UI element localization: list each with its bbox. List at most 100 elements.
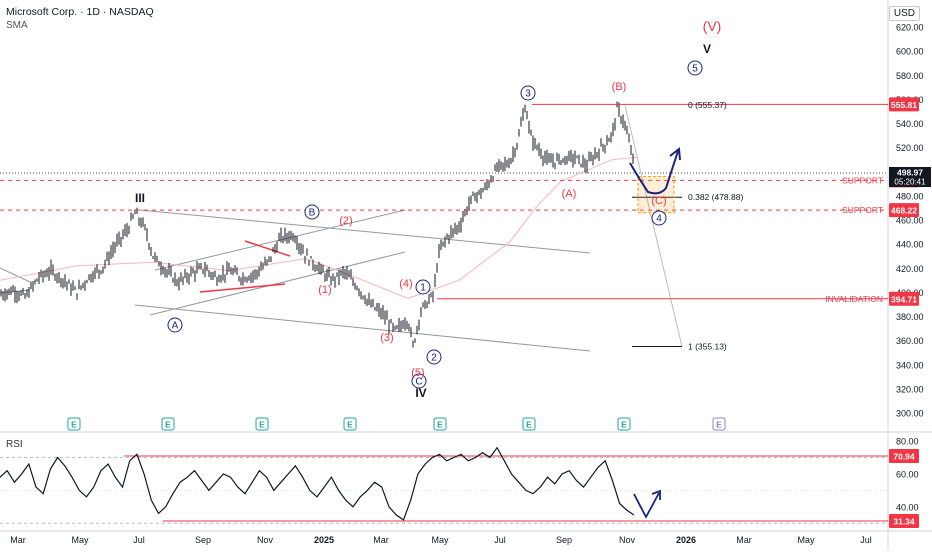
wave-label-c-circle — [411, 373, 427, 389]
last-price-value: 498.97 — [897, 167, 923, 177]
x-tick-label: 2026 — [676, 535, 696, 545]
wave-label-red: (4) — [399, 278, 412, 290]
earnings-marker — [255, 417, 269, 431]
earnings-marker-label: E — [71, 420, 77, 430]
fib-label: 1 (355.13) — [688, 341, 727, 351]
wave-label-3-circle — [520, 85, 536, 101]
y-tick-label: 300.00 — [896, 409, 924, 419]
y-tick-label: 340.00 — [896, 360, 924, 370]
rsi-level-badge-label: 31.34 — [893, 517, 915, 527]
rsi-projection-arrow — [633, 492, 660, 519]
x-tick-label: May — [71, 535, 89, 545]
x-tick-label: Sep — [195, 535, 211, 545]
price-bars — [0, 101, 634, 348]
wave-label-red: (1) — [318, 284, 331, 296]
earnings-marker-label: E — [259, 420, 265, 430]
rsi-line — [0, 446, 635, 521]
invalidation-text: INVALIDATION — [825, 294, 883, 304]
support-text: SUPPORT — [842, 205, 883, 215]
wave-label-2-circle — [426, 349, 442, 365]
x-tick-label: Jul — [133, 535, 145, 545]
x-tick-label: Mar — [736, 535, 752, 545]
wave-label-red: (A) — [562, 188, 577, 200]
fib-label: 0 (555.37) — [688, 100, 727, 110]
rsi-tick-label: 40.00 — [896, 502, 919, 512]
wave-label-5-circle — [687, 60, 703, 76]
level-badge — [889, 97, 919, 112]
level-badge-label: 394.71 — [891, 294, 917, 304]
wave-label-5: 5 — [692, 64, 698, 75]
last-price-countdown: 05:20:41 — [894, 177, 926, 186]
currency-selector[interactable]: USD — [888, 6, 920, 21]
trendline — [154, 209, 406, 271]
y-tick-label: 520.00 — [896, 143, 924, 153]
y-tick-label: 360.00 — [896, 336, 924, 346]
wave-label-red: (5) — [411, 367, 424, 379]
earnings-marker-label: E — [621, 420, 627, 430]
wave-label-red: (3) — [380, 332, 393, 344]
wave-label-3: 3 — [525, 89, 531, 100]
x-tick-label: Mar — [10, 535, 26, 545]
wave-label-red: (2) — [339, 215, 352, 227]
wave-label-roman: III — [135, 191, 145, 205]
wave-label-red: (V) — [703, 18, 722, 34]
y-tick-label: 580.00 — [896, 71, 924, 81]
y-tick-label: 420.00 — [896, 264, 924, 274]
earnings-marker — [433, 417, 447, 431]
trendline — [0, 267, 31, 283]
rsi-level-badge — [889, 514, 919, 528]
wave-label-1-circle — [415, 279, 431, 295]
x-tick-label: Mar — [373, 535, 389, 545]
earnings-marker — [161, 417, 175, 431]
rsi-tick-label: 60.00 — [896, 469, 919, 479]
earnings-marker — [343, 417, 357, 431]
red-trendline — [199, 283, 286, 293]
wave-label-red: (B) — [612, 81, 627, 93]
level-badge-label: 468.22 — [891, 206, 917, 216]
wave-label-b-circle — [304, 204, 320, 220]
earnings-marker — [67, 417, 81, 431]
rsi-indicator-label[interactable]: RSI — [6, 439, 23, 450]
rsi-tick-label: 80.00 — [896, 437, 919, 447]
x-tick-label: Jul — [860, 535, 872, 545]
y-tick-label: 540.00 — [896, 119, 924, 129]
y-tick-label: 600.00 — [896, 47, 924, 57]
earnings-marker-label: E — [347, 420, 353, 430]
earnings-marker — [522, 417, 536, 431]
y-tick-label: 480.00 — [896, 191, 924, 201]
wave-label-c: C — [415, 377, 422, 388]
fib-trendline — [624, 105, 683, 347]
earnings-marker-label: E — [437, 420, 443, 430]
x-tick-label: 2025 — [314, 535, 334, 545]
rsi-projection-arrowhead — [651, 489, 661, 500]
wave-label-b: B — [309, 208, 316, 219]
trendline — [134, 304, 591, 352]
x-tick-label: Sep — [556, 535, 572, 545]
wave-label-a: A — [172, 321, 179, 332]
wave-label-a-circle — [167, 317, 183, 333]
earnings-marker — [712, 417, 726, 431]
rsi-level-badge — [889, 449, 919, 463]
level-badge — [889, 291, 919, 306]
y-tick-label: 620.00 — [896, 23, 924, 33]
y-tick-label: 380.00 — [896, 312, 924, 322]
sma-line — [0, 156, 638, 299]
y-tick-label: 460.00 — [896, 216, 924, 226]
wave-label-4: 4 — [656, 214, 662, 225]
level-badge — [889, 203, 919, 218]
sma-indicator-label[interactable]: SMA — [6, 20, 28, 31]
wave-label-roman: IV — [415, 386, 426, 400]
earnings-marker-label: E — [716, 420, 722, 430]
earnings-marker — [617, 417, 631, 431]
last-price-badge — [889, 166, 931, 187]
red-trendline — [244, 240, 291, 257]
wave-label-2: 2 — [431, 353, 437, 364]
x-tick-label: Nov — [619, 535, 636, 545]
earnings-marker-label: E — [165, 420, 171, 430]
trendline — [139, 209, 591, 254]
fib-label: 0.382 (478.88) — [688, 192, 743, 202]
level-badge-label: 555.81 — [891, 100, 917, 110]
x-tick-label: Nov — [257, 535, 274, 545]
earnings-marker-label: E — [526, 420, 532, 430]
